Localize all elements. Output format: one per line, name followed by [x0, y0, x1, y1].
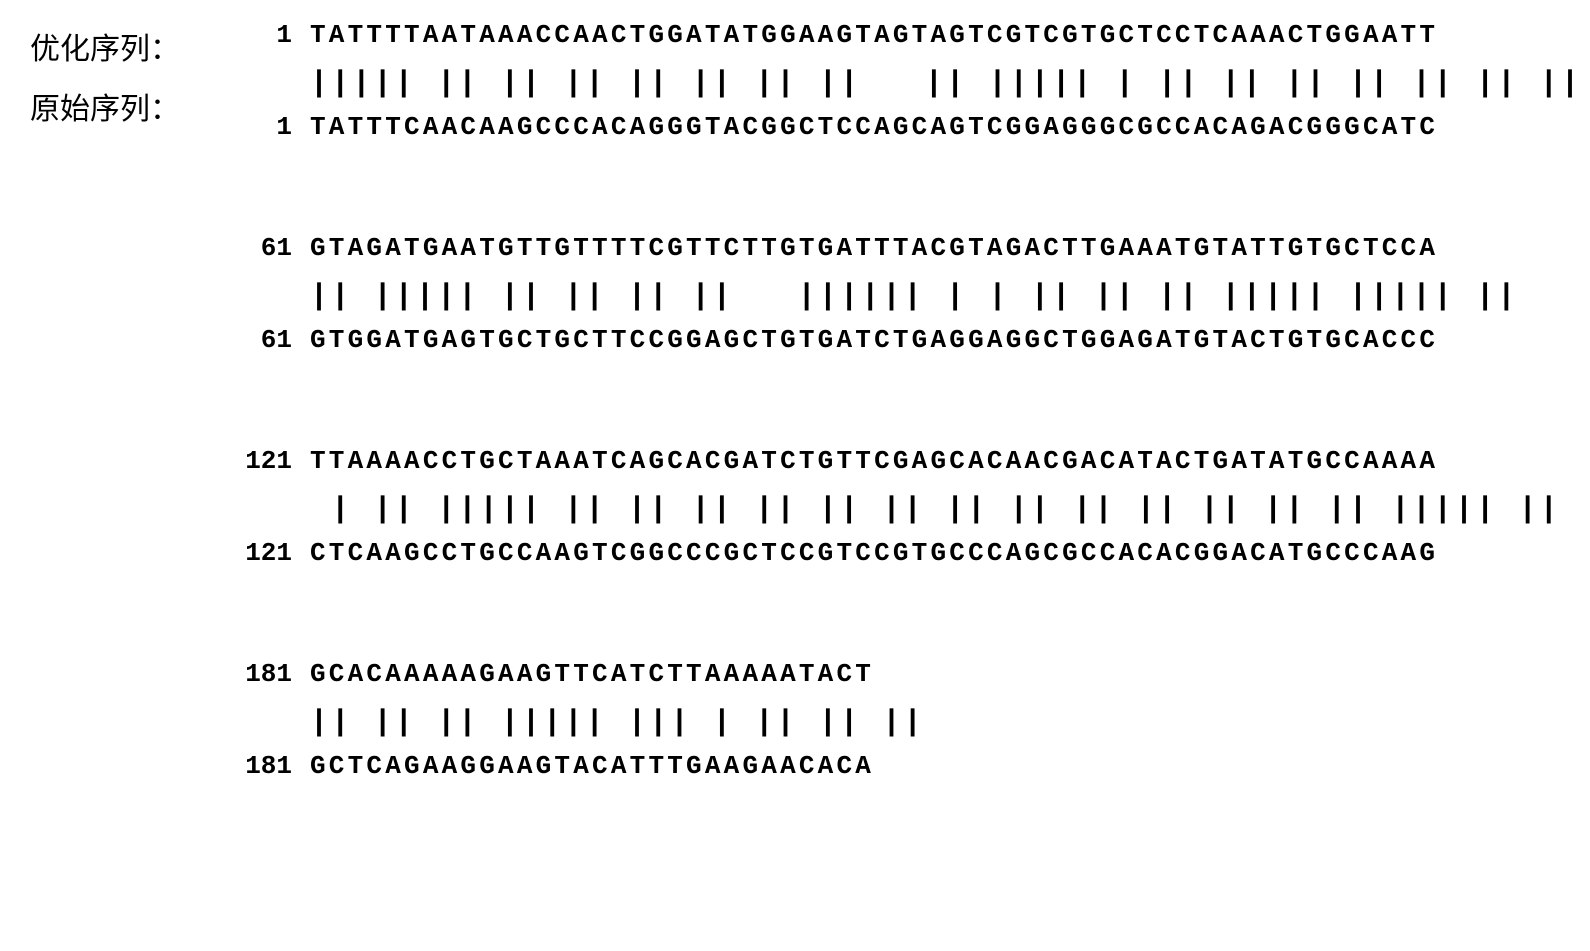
- sequence-row-bottom: 1 TATTTCAACAAGCCCACAGGGTACGGCTCCAGCAGTCG…: [240, 112, 1582, 148]
- position-number: 181: [240, 659, 310, 689]
- sequence-row-top: 1 TATTTTAATAAACCAACTGGATATGGAAGTAGTAGTCG…: [240, 20, 1582, 56]
- sequence-row-bottom: 61 GTGGATGAGTGCTGCTTCCGGAGCTGTGATCTGAGGA…: [240, 325, 1582, 361]
- alignment-match-bars: || || || ||||| ||| | || || ||: [310, 708, 946, 738]
- original-sequence-text: TATTTCAACAAGCCCACAGGGTACGGCTCCAGCAGTCGGA…: [310, 112, 1438, 142]
- alignment-match-bars: || ||||| || || || || |||||| | | || || ||…: [310, 282, 1582, 312]
- match-bars-row: || || || ||||| ||| | || || ||: [240, 695, 1582, 751]
- sequence-row-top: 121 TTAAAACCTGCTAAATCAGCACGATCTGTTCGAGCA…: [240, 446, 1582, 482]
- sequence-row-bottom: 181 GCTCAGAAGGAAGTACATTTGAAGAACACA: [240, 751, 1582, 787]
- sequence-row-top: 61 GTAGATGAATGTTGTTTTCGTTCTTGTGATTTACGTA…: [240, 233, 1582, 269]
- original-sequence-text: GCTCAGAAGGAAGTACATTTGAAGAACACA: [310, 751, 874, 781]
- position-number: 181: [240, 751, 310, 781]
- label-optimized-sequence: 优化序列：: [30, 24, 210, 68]
- match-bars-row: ||||| || || || || || || || || ||||| | ||…: [240, 56, 1582, 112]
- optimized-sequence-text: TATTTTAATAAACCAACTGGATATGGAAGTAGTAGTCGTC…: [310, 20, 1438, 50]
- alignment-block: 181 GCACAAAAAGAAGTTCATCTTAAAAATACT || ||…: [240, 659, 1582, 787]
- optimized-sequence-text: GTAGATGAATGTTGTTTTCGTTCTTGTGATTTACGTAGAC…: [310, 233, 1438, 263]
- alignment-block: 61 GTAGATGAATGTTGTTTTCGTTCTTGTGATTTACGTA…: [240, 233, 1582, 361]
- sequence-row-bottom: 121 CTCAAGCCTGCCAAGTCGGCCCGCTCCGTCCGTGCC…: [240, 538, 1582, 574]
- position-number: 1: [240, 20, 310, 50]
- alignment-match-bars: ||||| || || || || || || || || ||||| | ||…: [310, 69, 1582, 99]
- position-number: 121: [240, 538, 310, 568]
- sequence-row-top: 181 GCACAAAAAGAAGTTCATCTTAAAAATACT: [240, 659, 1582, 695]
- match-bars-row: | || ||||| || || || || || || || || || ||…: [240, 482, 1582, 538]
- optimized-sequence-text: TTAAAACCTGCTAAATCAGCACGATCTGTTCGAGCACAAC…: [310, 446, 1438, 476]
- alignment-match-bars: | || ||||| || || || || || || || || || ||…: [310, 495, 1582, 525]
- sequences-column: 1 TATTTTAATAAACCAACTGGATATGGAAGTAGTAGTCG…: [240, 20, 1582, 797]
- position-number: 61: [240, 233, 310, 263]
- alignment-block: 1 TATTTTAATAAACCAACTGGATATGGAAGTAGTAGTCG…: [240, 20, 1582, 148]
- original-sequence-text: CTCAAGCCTGCCAAGTCGGCCCGCTCCGTCCGTGCCCAGC…: [310, 538, 1438, 568]
- sequence-alignment-container: 优化序列： 原始序列： 1 TATTTTAATAAACCAACTGGATATGG…: [30, 20, 1560, 797]
- position-number: 121: [240, 446, 310, 476]
- match-bars-row: || ||||| || || || || |||||| | | || || ||…: [240, 269, 1582, 325]
- optimized-sequence-text: GCACAAAAAGAAGTTCATCTTAAAAATACT: [310, 659, 874, 689]
- original-sequence-text: GTGGATGAGTGCTGCTTCCGGAGCTGTGATCTGAGGAGGC…: [310, 325, 1438, 355]
- position-number: 1: [240, 112, 310, 142]
- alignment-block: 121 TTAAAACCTGCTAAATCAGCACGATCTGTTCGAGCA…: [240, 446, 1582, 574]
- labels-column: 优化序列： 原始序列：: [30, 20, 210, 797]
- position-number: 61: [240, 325, 310, 355]
- label-original-sequence: 原始序列：: [30, 84, 210, 128]
